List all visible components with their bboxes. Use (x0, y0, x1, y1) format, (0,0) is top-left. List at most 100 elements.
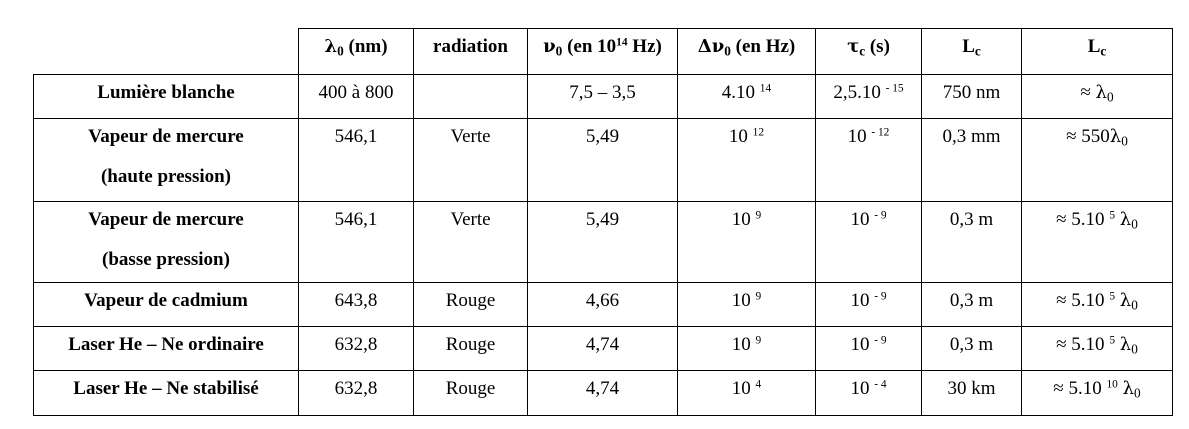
lc-rel-prefix: ≈ 5.10 (1056, 290, 1105, 311)
table-row: Vapeur de mercure (haute pression) 546,1 Ve… (33, 118, 1173, 202)
dnu-cell: 10 9 (677, 282, 816, 327)
tau-base: 10 (850, 378, 870, 399)
lambda-sub: 0 (1131, 216, 1138, 232)
dnu-base: 10 (728, 126, 748, 147)
lc-rel-prefix: ≈ 5.10 (1056, 209, 1105, 230)
lc-relative-cell: ≈ 5.10 5 λ0 (1021, 326, 1173, 371)
lc-relative-cell: ≈ 5.10 5 λ0 (1021, 282, 1173, 327)
dnu-exponent: 9 (755, 334, 762, 347)
coherence-table: λ0 (nm) radiation ν0 (en 1014 Hz) Δν0 (e… (33, 28, 1173, 416)
lambda-symbol: λ (1122, 378, 1135, 399)
dnu-base: 4.10 (721, 82, 756, 103)
lc-cell: 0,3 m (921, 326, 1022, 371)
row-label-cell: Laser He – Ne ordinaire (33, 326, 299, 371)
tau-cell: 10 - 9 (815, 201, 922, 283)
dnu-cell: 10 9 (677, 326, 816, 371)
lambda-symbol: λ (1109, 126, 1122, 147)
tau-exponent: - 4 (874, 378, 887, 391)
radiation-cell: Verte (413, 201, 528, 283)
nu0-cell: 4,74 (527, 326, 678, 371)
row-label-line: Vapeur de mercure (88, 126, 244, 147)
lc-cell: 0,3 m (921, 201, 1022, 283)
row-label-cell: Vapeur de mercure (haute pression) (33, 118, 299, 202)
lc-cell: 30 km (921, 370, 1022, 416)
dnu-base: 10 (731, 290, 751, 311)
dnu-exponent: 12 (752, 126, 765, 139)
row-label-cell: Lumière blanche (33, 74, 299, 119)
row-label-cell: Laser He – Ne stabilisé (33, 370, 299, 416)
table-row: Vapeur de mercure (basse pression) 546,1 Ve… (33, 201, 1173, 283)
lc-relative-cell: ≈ 550λ0 (1021, 118, 1173, 202)
dnu-cell: 10 4 (677, 370, 816, 416)
row-label-line: Vapeur de mercure (88, 209, 244, 230)
dnu-exponent: 9 (755, 290, 762, 303)
lambda-sub: 0 (1131, 341, 1138, 357)
header-nu0: ν0 (en 1014 Hz) (527, 28, 678, 75)
row-label-cell: Vapeur de mercure (basse pression) (33, 201, 299, 283)
radiation-cell (413, 74, 528, 119)
row-label-line: Laser He – Ne stabilisé (73, 378, 259, 399)
lambda-sub: 0 (1106, 89, 1114, 105)
header-tauc: τc (s) (815, 28, 922, 75)
row-label-line: Laser He – Ne ordinaire (68, 334, 264, 355)
radiation-cell: Rouge (413, 282, 528, 327)
nu0-cell: 4,74 (527, 370, 678, 416)
lambda0-cell: 632,8 (298, 326, 414, 371)
lc-cell: 0,3 m (921, 282, 1022, 327)
lc-rel-prefix: ≈ 550 (1066, 126, 1110, 147)
header-nu-exp: 14 (616, 36, 628, 49)
tau-exponent: - 9 (874, 290, 887, 303)
header-nu-sub: 0 (555, 43, 563, 59)
header-lc-relative: Lc (1021, 28, 1173, 75)
dnu-exponent: 9 (755, 209, 762, 222)
lc-relative-cell: ≈ λ0 (1021, 74, 1173, 119)
tau-cell: 10 - 12 (815, 118, 922, 202)
dnu-base: 10 (731, 334, 751, 355)
tau-base: 10 (850, 334, 870, 355)
row-label-line: (basse pression) (102, 249, 230, 270)
dnu-base: 10 (731, 209, 751, 230)
table-row: Laser He – Ne ordinaire 632,8 Rouge 4,74 10 … (33, 326, 1173, 371)
radiation-cell: Rouge (413, 326, 528, 371)
lc-relative-cell: ≈ 5.10 10 λ0 (1021, 370, 1173, 416)
lc-rel-exponent: 10 (1106, 378, 1118, 391)
header-nu-unit: (en 10 (562, 36, 617, 57)
lambda-sub: 0 (1134, 385, 1141, 401)
row-label-line: Vapeur de cadmium (84, 290, 248, 311)
tau-exponent: - 9 (874, 209, 887, 222)
header-dnu-sub: 0 (724, 43, 731, 59)
dnu-cell: 10 12 (677, 118, 816, 202)
lambda0-cell: 546,1 (298, 118, 414, 202)
lambda-symbol: λ (1095, 82, 1107, 103)
tau-base: 10 (850, 209, 870, 230)
dnu-base: 10 (731, 378, 751, 399)
header-lc2-sub: c (1100, 43, 1107, 59)
header-dnu-unit: (en Hz) (730, 36, 796, 57)
tau-exponent: - 12 (871, 126, 890, 139)
lc-rel-exponent: 5 (1109, 290, 1116, 303)
table-row: Lumière blanche 400 à 800 7,5 – 3,5 4.10 14… (33, 74, 1173, 119)
dnu-cell: 10 9 (677, 201, 816, 283)
header-corner-cell (33, 28, 299, 75)
lc-relative-cell: ≈ 5.10 5 λ0 (1021, 201, 1173, 283)
tau-exponent: - 9 (874, 334, 887, 347)
header-nu-tail: Hz) (627, 36, 662, 57)
lc-rel-prefix: ≈ 5.10 (1056, 334, 1105, 355)
header-lc: Lc (921, 28, 1022, 75)
header-lambda-sub: 0 (337, 43, 344, 59)
nu0-cell: 4,66 (527, 282, 678, 327)
lc-rel-exponent: 5 (1109, 209, 1116, 222)
lambda-sub: 0 (1131, 297, 1138, 313)
radiation-cell: Verte (413, 118, 528, 202)
table-row: Laser He – Ne stabilisé 632,8 Rouge 4,74 10 … (33, 370, 1173, 416)
tau-cell: 10 - 9 (815, 282, 922, 327)
header-dnu-symbol: Δν (697, 36, 725, 57)
lambda0-cell: 546,1 (298, 201, 414, 283)
header-lc-symbol: L (962, 36, 975, 57)
lambda-symbol: λ (1119, 209, 1132, 230)
header-lc2-symbol: L (1087, 36, 1101, 57)
radiation-cell: Rouge (413, 370, 528, 416)
row-label-cell: Vapeur de cadmium (33, 282, 299, 327)
tau-base: 10 (847, 126, 867, 147)
header-lc-sub: c (974, 43, 981, 59)
